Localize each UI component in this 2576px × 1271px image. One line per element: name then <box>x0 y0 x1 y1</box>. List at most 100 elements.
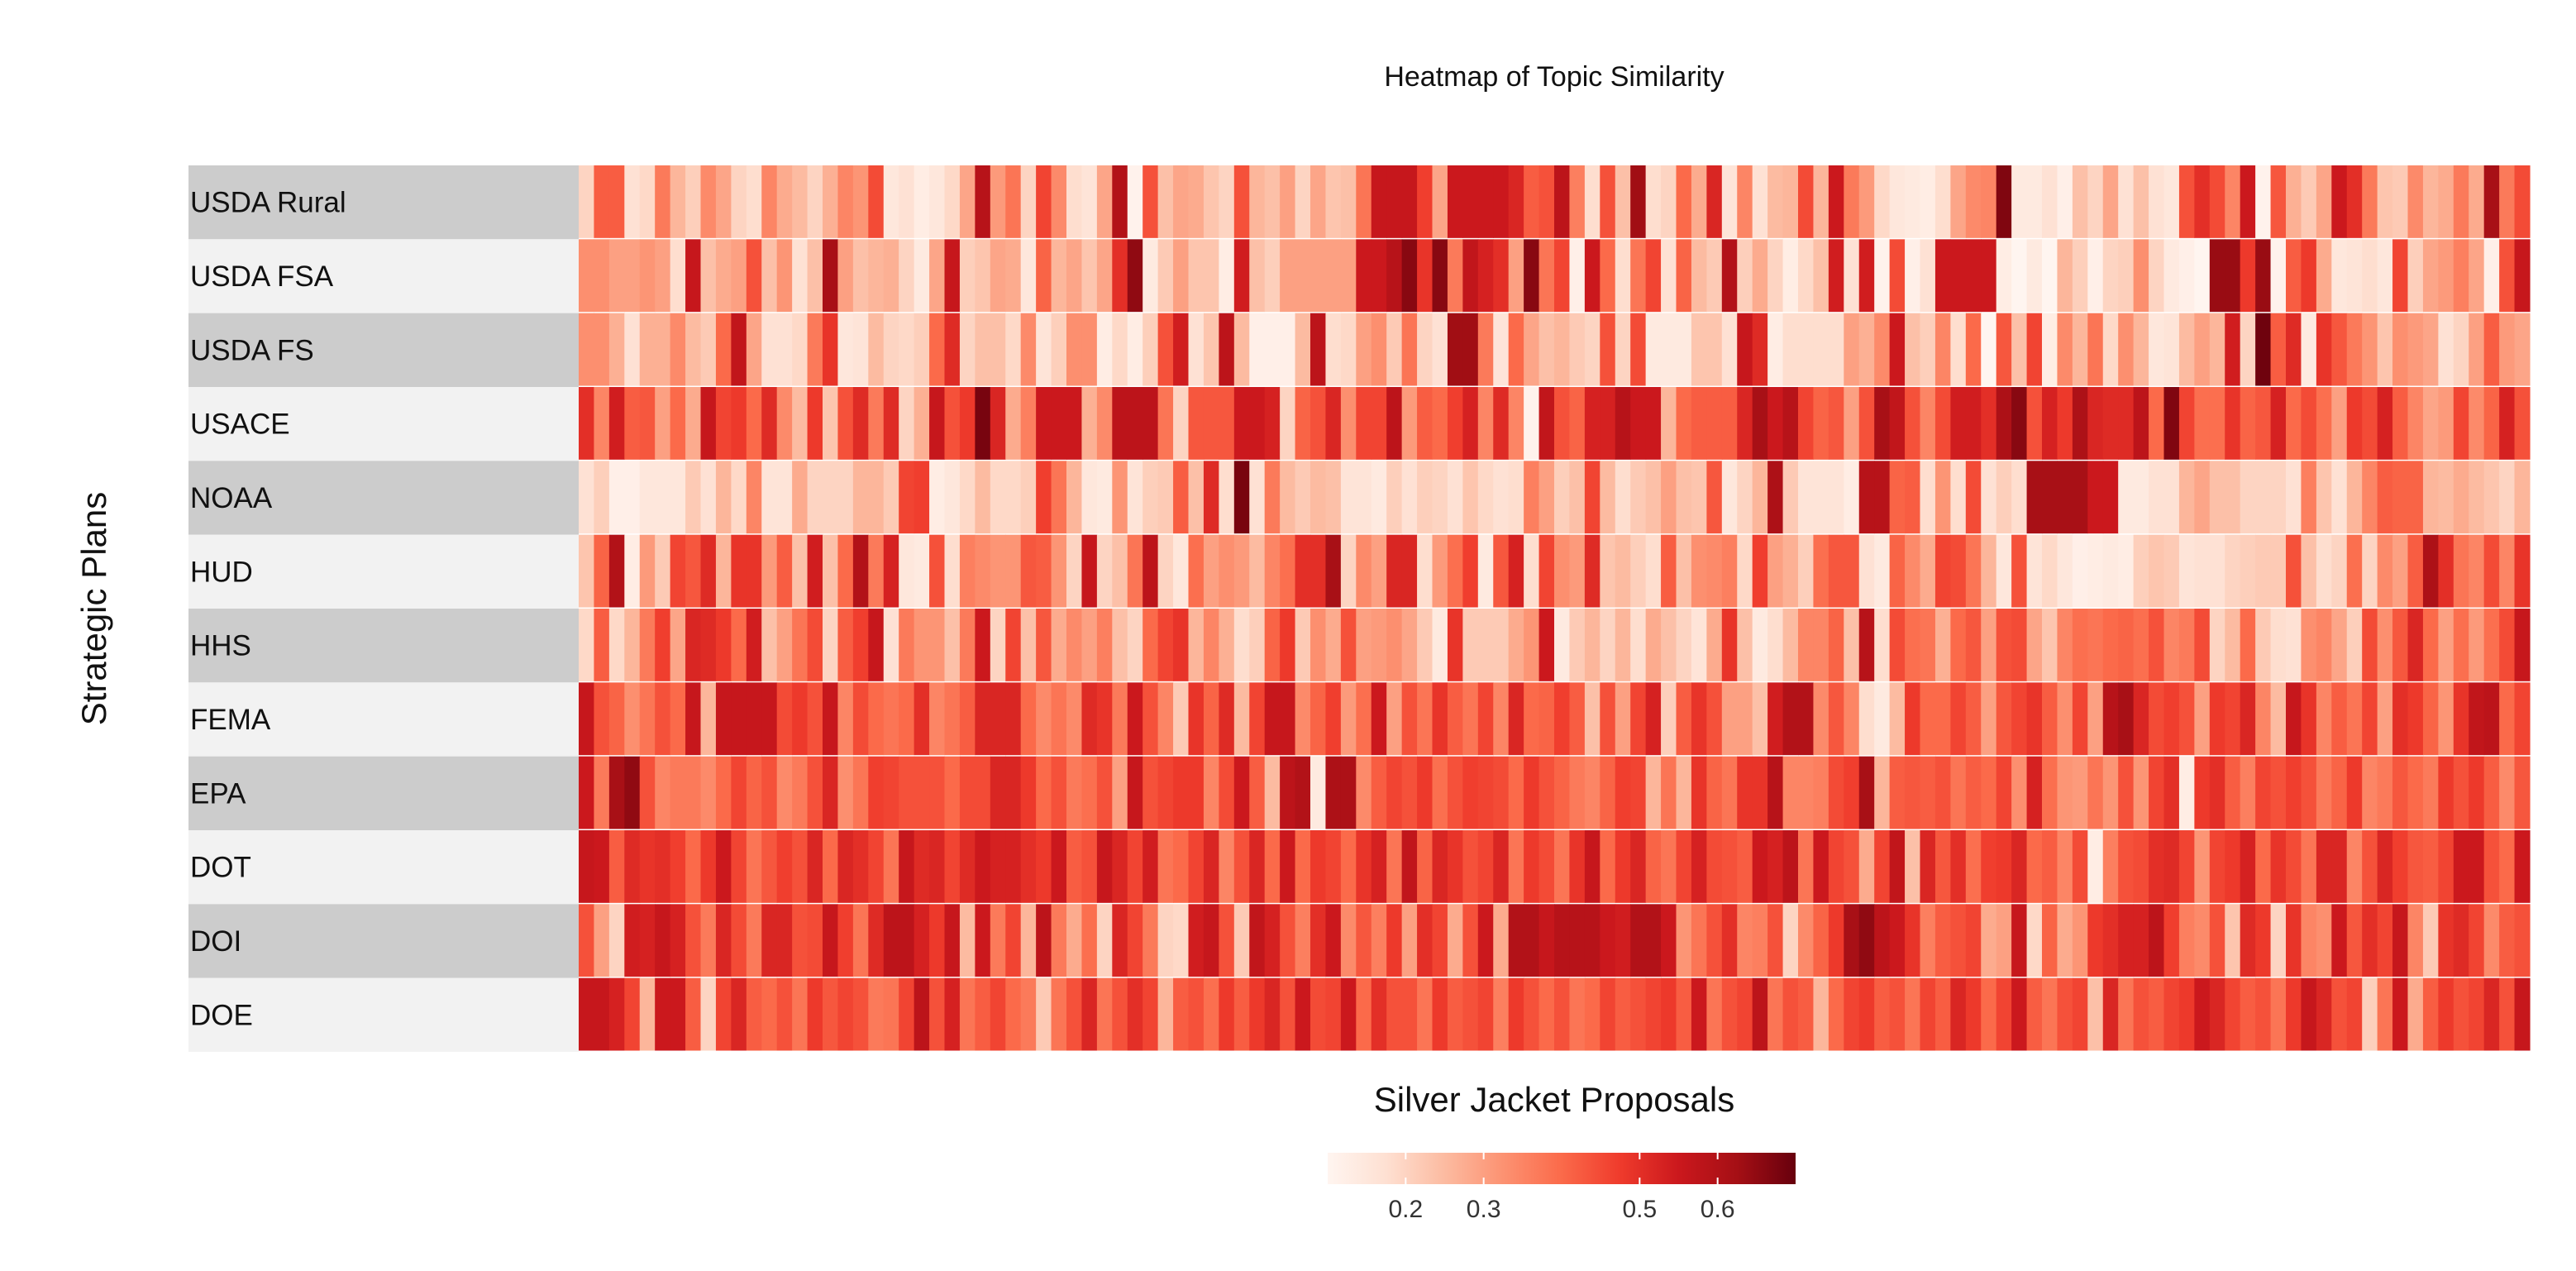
heatmap-cell <box>579 756 595 829</box>
heatmap-cell <box>1538 904 1555 977</box>
heatmap-cell <box>1264 682 1281 756</box>
heatmap-cell <box>2255 387 2272 460</box>
heatmap-cell <box>1508 830 1524 903</box>
heatmap-cell <box>1508 904 1524 977</box>
heatmap-cell <box>1051 461 1067 534</box>
heatmap-cell <box>1538 387 1555 460</box>
heatmap-cell <box>2346 387 2363 460</box>
heatmap-cell <box>1249 904 1266 977</box>
heatmap-cell <box>1096 387 1113 460</box>
heatmap-cell <box>792 165 809 238</box>
legend-tick-label: 0.3 <box>1467 1196 1501 1223</box>
heatmap-cell <box>1874 830 1891 903</box>
row-label: HUD <box>190 556 253 588</box>
heatmap-cell <box>1219 609 1235 681</box>
heatmap-cell <box>1340 756 1357 829</box>
heatmap-cell <box>1020 239 1037 313</box>
heatmap-cell <box>1691 830 1707 903</box>
heatmap-cell <box>1401 977 1418 1051</box>
heatmap-cell <box>1477 165 1494 238</box>
row-band <box>188 461 579 535</box>
heatmap-cell <box>655 609 671 681</box>
heatmap-cell <box>655 756 671 829</box>
heatmap-cell <box>1233 239 1250 313</box>
heatmap-cell <box>1417 461 1433 534</box>
heatmap-cell <box>1981 682 1997 756</box>
heatmap-cell <box>1767 313 1784 386</box>
heatmap-cell <box>2133 534 2149 608</box>
heatmap-cell <box>776 830 793 903</box>
heatmap-cell <box>761 313 778 386</box>
heatmap-cell <box>700 977 717 1051</box>
heatmap-cell <box>2225 682 2241 756</box>
heatmap-cell <box>1280 830 1296 903</box>
heatmap-cell <box>1874 461 1891 534</box>
heatmap-cell <box>1798 756 1815 829</box>
heatmap-cell <box>1889 756 1906 829</box>
heatmap-cell <box>1112 609 1128 681</box>
heatmap-cell <box>1676 313 1692 386</box>
heatmap-cell <box>2011 387 2028 460</box>
heatmap-cell <box>1264 830 1281 903</box>
heatmap-cell <box>1600 239 1616 313</box>
heatmap-cell <box>959 165 976 238</box>
heatmap-cell <box>1127 756 1143 829</box>
heatmap-cell <box>2011 165 2028 238</box>
heatmap-cell <box>1371 239 1387 313</box>
heatmap-cell <box>700 239 717 313</box>
heatmap-cell <box>1264 313 1281 386</box>
heatmap-cell <box>1188 313 1205 386</box>
heatmap-cell <box>1310 534 1327 608</box>
heatmap-cell <box>1645 830 1662 903</box>
heatmap-cell <box>2453 239 2469 313</box>
heatmap-cell <box>1767 165 1784 238</box>
heatmap-cell <box>1143 239 1159 313</box>
heatmap-cell <box>837 387 854 460</box>
heatmap-cell <box>1721 387 1738 460</box>
heatmap-cell <box>1737 904 1753 977</box>
legend-tick-label: 0.6 <box>1701 1196 1735 1223</box>
heatmap-cell <box>1493 461 1510 534</box>
heatmap-cell <box>2514 904 2531 977</box>
heatmap-cell <box>2514 313 2531 386</box>
heatmap-cell <box>1401 313 1418 386</box>
heatmap-cell <box>2072 461 2088 534</box>
heatmap-cell <box>1721 756 1738 829</box>
heatmap-cell <box>685 461 702 534</box>
heatmap-cell <box>1401 461 1418 534</box>
heatmap-cell <box>1096 239 1113 313</box>
heatmap-cell <box>2286 239 2302 313</box>
heatmap-cell <box>2240 830 2256 903</box>
heatmap-cell <box>2240 904 2256 977</box>
heatmap-cell <box>700 165 717 238</box>
heatmap-cell <box>2225 239 2241 313</box>
heatmap-cell <box>655 313 671 386</box>
heatmap-cell <box>1905 534 1921 608</box>
heatmap-cell <box>1173 461 1190 534</box>
heatmap-cell <box>2240 313 2256 386</box>
heatmap-cell <box>608 387 625 460</box>
heatmap-cell <box>608 313 625 386</box>
heatmap-cell <box>1615 904 1631 977</box>
heatmap-cell <box>2469 756 2485 829</box>
heatmap-cell <box>1844 387 1860 460</box>
heatmap-cell <box>2149 682 2165 756</box>
heatmap-cell <box>1569 609 1586 681</box>
heatmap-cell <box>2163 313 2180 386</box>
heatmap-cell <box>1173 239 1190 313</box>
heatmap-cell <box>1538 239 1555 313</box>
heatmap-cell <box>2087 682 2104 756</box>
heatmap-cell <box>944 830 961 903</box>
heatmap-cell <box>746 387 762 460</box>
heatmap-cell <box>2194 239 2211 313</box>
heatmap-cell <box>1813 682 1829 756</box>
heatmap-cell <box>2346 682 2363 756</box>
heatmap-cell <box>2133 904 2149 977</box>
heatmap-cell <box>1538 165 1555 238</box>
heatmap-cell <box>685 387 702 460</box>
heatmap-cell <box>2270 609 2287 681</box>
heatmap-cell <box>1386 239 1403 313</box>
heatmap-cell <box>761 165 778 238</box>
heatmap-cell <box>685 830 702 903</box>
heatmap-cell <box>868 165 885 238</box>
